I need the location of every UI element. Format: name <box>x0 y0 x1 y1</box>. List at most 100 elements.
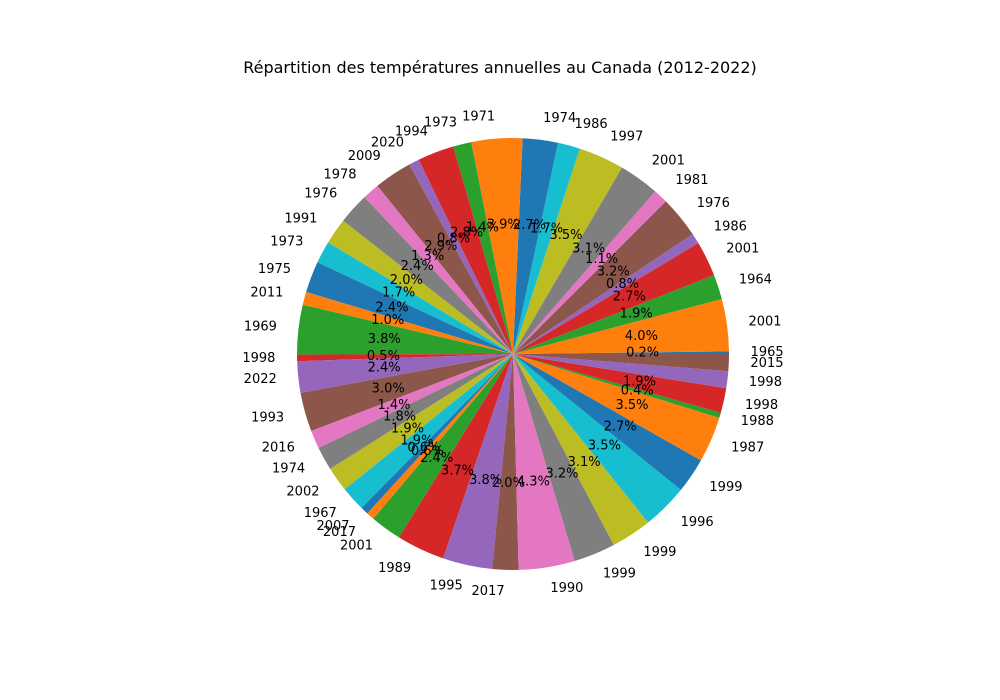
slice-label: 1993 <box>251 411 284 426</box>
slice-percent-label: 4.3% <box>517 474 550 489</box>
pie-slice <box>443 354 513 569</box>
pie-slice <box>471 137 523 354</box>
slice-percent-label: 1.3% <box>411 249 444 264</box>
slice-label: 1964 <box>739 273 772 288</box>
slice-percent-label: 0.8% <box>606 277 639 292</box>
slice-percent-label: 1.8% <box>383 409 416 424</box>
slice-label: 1986 <box>714 220 747 235</box>
slice-label: 1975 <box>258 262 291 277</box>
slice-percent-label: 3.8% <box>469 473 502 488</box>
slice-label: 1989 <box>378 561 411 576</box>
slice-percent-label: 3.5% <box>615 398 648 413</box>
slice-label: 2016 <box>262 441 295 456</box>
pie-slice <box>513 138 559 354</box>
slice-percent-label: 0.6% <box>411 444 444 459</box>
pie-slice <box>513 299 729 354</box>
slice-percent-label: 2.4% <box>375 300 408 315</box>
slice-percent-label: 2.4% <box>368 360 401 375</box>
slice-percent-label: 3.7% <box>441 464 474 479</box>
pie-slice <box>513 354 614 561</box>
chart-title: Répartition des températures annuelles a… <box>243 58 757 77</box>
percent-labels: 0.2%4.0%1.9%2.7%0.8%3.2%1.1%3.1%3.5%1.7%… <box>367 217 659 491</box>
pie-slice <box>453 142 513 354</box>
slice-percent-label: 1.9% <box>623 374 656 389</box>
pie-slice <box>296 304 513 355</box>
slice-percent-label: 1.4% <box>378 398 411 413</box>
slice-percent-label: 0.6% <box>407 441 440 456</box>
pie-slice <box>300 354 513 432</box>
slice-label: 1991 <box>284 212 317 227</box>
pie-slice <box>318 354 513 469</box>
slice-percent-label: 3.1% <box>568 455 601 470</box>
pie-slice <box>302 291 513 354</box>
pie-slice <box>513 142 580 354</box>
slice-label: 1998 <box>745 398 778 413</box>
pie-slice <box>513 354 575 570</box>
slice-label: 1973 <box>424 116 457 131</box>
slice-percent-label: 2.0% <box>492 476 525 491</box>
slice-percent-label: 2.7% <box>613 289 646 304</box>
slice-label: 1967 <box>304 506 337 521</box>
pie-slice <box>513 354 727 413</box>
pie-slice <box>373 354 513 538</box>
slice-label: 1999 <box>709 480 742 495</box>
pie-slice <box>364 185 513 354</box>
pie-slice <box>328 220 513 354</box>
slice-percent-label: 2.4% <box>401 259 434 274</box>
pie-slice <box>398 354 513 559</box>
pie-slices <box>296 137 729 571</box>
pie-slice <box>513 148 622 354</box>
pie-slice <box>513 234 699 354</box>
pie-slice <box>513 354 649 546</box>
slice-percent-label: 3.8% <box>368 332 401 347</box>
slice-percent-label: 1.9% <box>391 422 424 437</box>
slice-label: 2007 <box>316 519 349 534</box>
slice-percent-label: 1.9% <box>620 306 653 321</box>
pie-slice <box>311 354 513 449</box>
pie-slice <box>513 351 729 354</box>
slice-label: 1986 <box>575 117 608 132</box>
slice-label: 1994 <box>395 125 428 140</box>
slice-percent-label: 3.2% <box>597 264 630 279</box>
slice-label: 2001 <box>652 154 685 169</box>
slice-percent-label: 3.2% <box>545 466 578 481</box>
pie-slice <box>513 191 666 354</box>
slice-percent-label: 3.0% <box>372 381 405 396</box>
pie-slice <box>513 354 681 523</box>
category-labels: 1965200119642001198619761981200119971986… <box>242 110 783 599</box>
pie-slice <box>418 146 513 354</box>
slice-label: 1981 <box>675 173 708 188</box>
slice-percent-label: 1.4% <box>466 221 499 236</box>
slice-label: 1990 <box>550 581 583 596</box>
slice-label: 1974 <box>272 462 305 477</box>
slice-label: 1997 <box>610 130 643 145</box>
slice-label: 2017 <box>472 584 505 599</box>
pie-slice <box>513 201 693 354</box>
slice-label: 2002 <box>286 484 319 499</box>
slice-label: 1965 <box>751 345 784 360</box>
slice-percent-label: 4.0% <box>625 329 658 344</box>
slice-percent-label: 0.2% <box>626 346 659 361</box>
slice-label: 2017 <box>323 525 356 540</box>
pie-slice <box>361 354 513 514</box>
slice-label: 1971 <box>462 110 495 125</box>
slice-percent-label: 2.9% <box>424 239 457 254</box>
pie-slice <box>297 354 513 393</box>
slice-label: 1998 <box>749 375 782 390</box>
slice-percent-label: 3.5% <box>588 438 621 453</box>
slice-percent-label: 3.9% <box>487 217 520 232</box>
slice-percent-label: 0.8% <box>437 231 470 246</box>
slice-label: 2001 <box>748 315 781 330</box>
slice-percent-label: 0.4% <box>621 383 654 398</box>
pie-slice <box>513 354 701 490</box>
slice-percent-label: 2.7% <box>604 419 637 434</box>
slice-label: 2001 <box>726 242 759 257</box>
slice-percent-label: 2.4% <box>420 451 453 466</box>
pie-slice <box>297 354 513 362</box>
slice-label: 1976 <box>304 187 337 202</box>
slice-label: 2011 <box>250 285 283 300</box>
pie-slice <box>513 354 721 418</box>
slice-label: 1996 <box>681 515 714 530</box>
slice-label: 1999 <box>643 545 676 560</box>
slice-label: 2009 <box>348 149 381 164</box>
